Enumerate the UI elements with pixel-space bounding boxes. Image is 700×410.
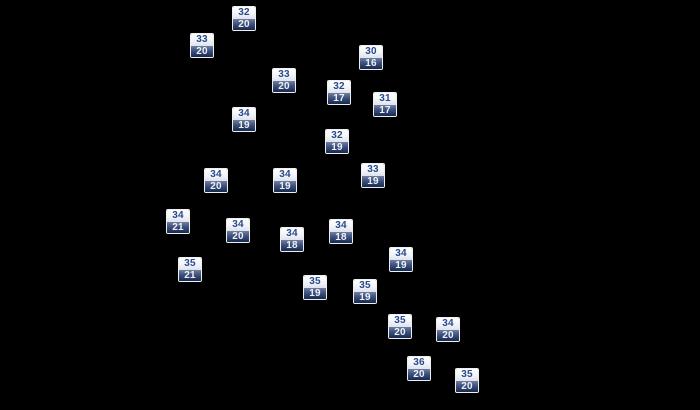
high-temp-label: 36 xyxy=(408,357,430,369)
high-temp-label: 33 xyxy=(273,69,295,81)
low-temp-label: 19 xyxy=(362,176,384,187)
high-temp-label: 34 xyxy=(390,248,412,260)
low-temp-label: 21 xyxy=(179,270,201,281)
temp-marker[interactable]: 32 20 xyxy=(232,6,256,31)
low-temp-label: 20 xyxy=(389,327,411,338)
low-temp-label: 19 xyxy=(304,288,326,299)
high-temp-label: 30 xyxy=(360,46,382,58)
temp-marker[interactable]: 35 20 xyxy=(388,314,412,339)
high-temp-label: 34 xyxy=(167,210,189,222)
low-temp-label: 19 xyxy=(233,120,255,131)
high-temp-label: 32 xyxy=(328,81,350,93)
temp-marker[interactable]: 35 20 xyxy=(455,368,479,393)
temp-marker[interactable]: 34 19 xyxy=(232,107,256,132)
low-temp-label: 18 xyxy=(281,240,303,251)
high-temp-label: 31 xyxy=(374,93,396,105)
temp-marker[interactable]: 35 19 xyxy=(303,275,327,300)
low-temp-label: 17 xyxy=(328,93,350,104)
temp-marker[interactable]: 33 20 xyxy=(272,68,296,93)
temp-marker[interactable]: 35 19 xyxy=(353,279,377,304)
high-temp-label: 34 xyxy=(437,318,459,330)
high-temp-label: 32 xyxy=(326,130,348,142)
temp-marker[interactable]: 34 21 xyxy=(166,209,190,234)
high-temp-label: 34 xyxy=(205,169,227,181)
low-temp-label: 20 xyxy=(233,19,255,30)
temp-marker[interactable]: 30 16 xyxy=(359,45,383,70)
temp-marker[interactable]: 34 20 xyxy=(226,218,250,243)
temp-marker[interactable]: 32 19 xyxy=(325,129,349,154)
high-temp-label: 35 xyxy=(389,315,411,327)
temp-marker[interactable]: 33 20 xyxy=(190,33,214,58)
temp-marker[interactable]: 34 19 xyxy=(273,168,297,193)
temp-marker[interactable]: 34 18 xyxy=(280,227,304,252)
low-temp-label: 20 xyxy=(227,231,249,242)
low-temp-label: 20 xyxy=(456,381,478,392)
high-temp-label: 35 xyxy=(456,369,478,381)
low-temp-label: 20 xyxy=(205,181,227,192)
temp-marker[interactable]: 31 17 xyxy=(373,92,397,117)
low-temp-label: 17 xyxy=(374,105,396,116)
low-temp-label: 18 xyxy=(330,232,352,243)
high-temp-label: 34 xyxy=(281,228,303,240)
temp-marker[interactable]: 35 21 xyxy=(178,257,202,282)
low-temp-label: 19 xyxy=(354,292,376,303)
low-temp-label: 19 xyxy=(274,181,296,192)
high-temp-label: 33 xyxy=(362,164,384,176)
high-temp-label: 32 xyxy=(233,7,255,19)
low-temp-label: 19 xyxy=(326,142,348,153)
high-temp-label: 34 xyxy=(233,108,255,120)
high-temp-label: 35 xyxy=(354,280,376,292)
high-temp-label: 34 xyxy=(274,169,296,181)
low-temp-label: 20 xyxy=(191,46,213,57)
temp-marker[interactable]: 32 17 xyxy=(327,80,351,105)
high-temp-label: 35 xyxy=(179,258,201,270)
temp-marker[interactable]: 33 19 xyxy=(361,163,385,188)
high-temp-label: 34 xyxy=(227,219,249,231)
low-temp-label: 20 xyxy=(437,330,459,341)
temp-marker[interactable]: 34 19 xyxy=(389,247,413,272)
low-temp-label: 16 xyxy=(360,58,382,69)
temp-marker[interactable]: 36 20 xyxy=(407,356,431,381)
low-temp-label: 21 xyxy=(167,222,189,233)
low-temp-label: 19 xyxy=(390,260,412,271)
temp-marker[interactable]: 34 18 xyxy=(329,219,353,244)
low-temp-label: 20 xyxy=(273,81,295,92)
temp-marker[interactable]: 34 20 xyxy=(204,168,228,193)
temp-marker[interactable]: 34 20 xyxy=(436,317,460,342)
high-temp-label: 35 xyxy=(304,276,326,288)
high-temp-label: 33 xyxy=(191,34,213,46)
low-temp-label: 20 xyxy=(408,369,430,380)
high-temp-label: 34 xyxy=(330,220,352,232)
